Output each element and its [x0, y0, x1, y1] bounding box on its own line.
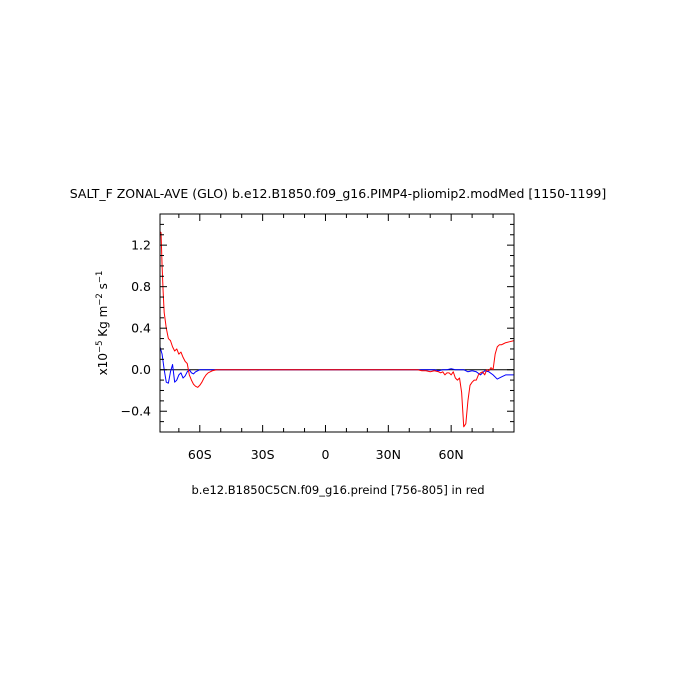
y-tick-label: 0.4 — [131, 321, 151, 336]
y-tick-label: 0.0 — [131, 362, 151, 377]
x-tick-label: 30N — [376, 447, 401, 462]
series-layer — [159, 231, 515, 428]
y-axis-label-exp3: −1 — [95, 271, 105, 284]
y-tick-label: 0.8 — [131, 279, 151, 294]
y-axis-label-exp: −5 — [95, 341, 105, 354]
x-tick-label: 0 — [322, 447, 330, 462]
y-axis-label-units-b: s — [96, 283, 110, 293]
tick-layer — [160, 213, 515, 433]
y-axis-label-units-a: Kg m — [96, 306, 110, 341]
y-axis-label: x10−5 Kg m−2 s−1 — [95, 271, 110, 376]
x-tick-label: 60N — [439, 447, 464, 462]
y-axis-label-exp2: −2 — [95, 293, 105, 306]
y-tick-label: 1.2 — [131, 238, 151, 253]
chart-subtitle: b.e12.B1850C5CN.f09_g16.preind [756-805]… — [191, 483, 484, 497]
y-tick-label: −0.4 — [121, 404, 151, 419]
x-tick-label: 30S — [251, 447, 275, 462]
series-line-blue — [159, 346, 514, 384]
plot-frame — [159, 213, 515, 433]
series-line-red — [159, 231, 515, 428]
chart-title: SALT_F ZONAL-AVE (GLO) b.e12.B1850.f09_g… — [70, 186, 607, 201]
x-tick-label: 60S — [188, 447, 212, 462]
plot-area: 1.2 0.8 0.4 0.0 −0.4 60S 30S 0 30N 60N — [121, 213, 515, 462]
tick-label-layer: 1.2 0.8 0.4 0.0 −0.4 60S 30S 0 30N 60N — [121, 238, 464, 462]
y-axis-label-prefix: x10 — [96, 353, 110, 375]
